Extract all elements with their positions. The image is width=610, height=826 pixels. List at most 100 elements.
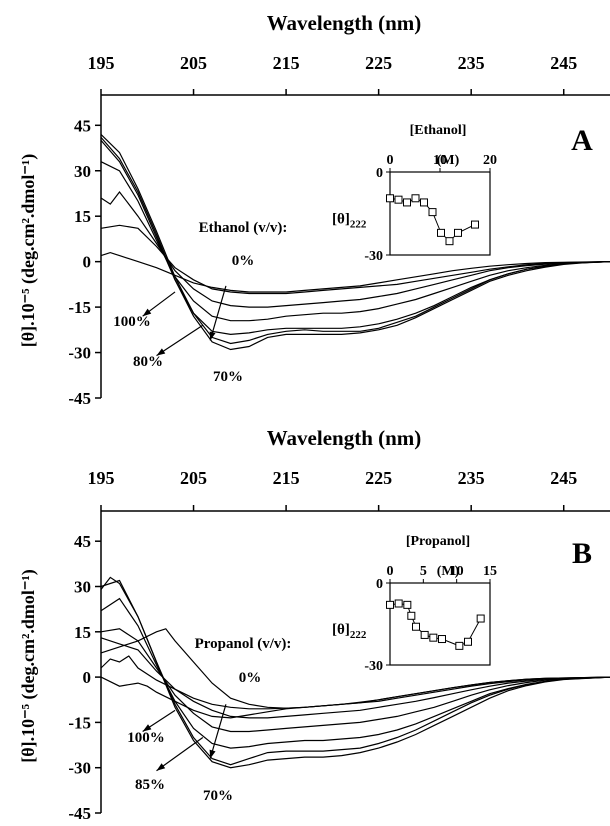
x-tick-label: 215	[273, 468, 300, 488]
arrowhead	[156, 763, 166, 771]
inset-marker	[454, 228, 462, 237]
y-tick-label: -30	[68, 344, 91, 363]
inset-marker	[420, 198, 428, 207]
x-tick-label: 195	[88, 53, 115, 73]
inset-x-tick-label: 10	[433, 153, 447, 168]
inset-x-label-1: [Propanol]	[406, 534, 470, 549]
inset-marker	[471, 220, 479, 229]
cd-curve-5	[100, 191, 610, 308]
annotation-arrow	[209, 285, 227, 341]
y-tick-label: -45	[68, 804, 91, 823]
inset-marker	[429, 633, 438, 642]
inset-x-label-2: (M)	[437, 564, 460, 579]
cd-curve-3	[100, 140, 610, 336]
inset-marker	[420, 630, 429, 639]
y-tick-label: -45	[68, 389, 91, 408]
inset-x-label-1: [Ethanol]	[410, 123, 467, 138]
annotation-arrow	[156, 737, 204, 772]
cd-curve-2	[100, 579, 610, 769]
x-tick-label: 205	[180, 53, 207, 73]
y-tick-label: 15	[74, 207, 91, 226]
y-tick-label: 15	[74, 623, 91, 642]
inset-x-tick-label: 0	[387, 153, 394, 168]
inset-y-label: [θ]222	[332, 622, 367, 641]
cd-curve-1	[100, 576, 610, 766]
arrowhead	[142, 724, 152, 732]
x-tick-label: 205	[180, 468, 207, 488]
inset-marker	[476, 614, 485, 623]
cd-curve-8	[100, 628, 610, 709]
inset-frame	[389, 582, 491, 666]
x-axis-title: Wavelength (nm)	[267, 426, 422, 450]
inset-y-tick-label: 0	[376, 577, 383, 592]
x-tick-label: 225	[365, 53, 392, 73]
inset-marker	[407, 611, 416, 620]
annotation-label: 70%	[213, 369, 243, 385]
inset-y-tick-label: 0	[376, 166, 383, 181]
x-tick-label: 235	[458, 468, 485, 488]
y-tick-label: 45	[74, 532, 91, 551]
annotation-arrow	[156, 324, 204, 357]
inset-marker	[455, 641, 464, 650]
cd-curve-2	[100, 137, 610, 351]
y-tick-label: 30	[74, 162, 91, 181]
y-tick-label: -30	[68, 759, 91, 778]
inset-x-label-2: (M)	[437, 153, 460, 168]
cd-curve-6	[100, 655, 610, 710]
arrowhead	[209, 749, 216, 759]
inset-marker	[412, 622, 420, 631]
y-tick-label: -15	[68, 298, 91, 317]
annotation-label: 100%	[127, 730, 165, 746]
inset-marker	[386, 600, 394, 609]
inset-marker	[437, 228, 445, 237]
cd-curve-5	[100, 637, 610, 719]
inset-marker	[394, 599, 403, 608]
inset-line	[389, 197, 476, 242]
inset-marker	[386, 194, 394, 203]
legend-title: Ethanol (v/v):	[199, 220, 288, 236]
inset-x-tick-label: 15	[483, 564, 497, 579]
inset-marker	[438, 635, 446, 644]
y-tick-label: -15	[68, 713, 91, 732]
annotation-label: 100%	[113, 314, 151, 330]
annotation-label: 0%	[232, 253, 255, 269]
cd-curve-4	[100, 161, 610, 322]
x-tick-label: 195	[88, 468, 115, 488]
y-axis-title: [θ].10⁻⁵ (deg.cm².dmol⁻¹)	[18, 154, 39, 348]
inset-x-tick-label: 10	[450, 564, 464, 579]
inset-marker	[403, 600, 412, 609]
y-tick-label: 0	[83, 253, 92, 272]
x-tick-label: 245	[550, 468, 577, 488]
inset-marker	[394, 195, 403, 204]
cd-curve-4	[100, 628, 610, 733]
annotation-label: 85%	[135, 777, 165, 793]
panel-letter: A	[571, 124, 593, 157]
inset-x-tick-label: 0	[387, 564, 394, 579]
annotation-label: 0%	[239, 670, 262, 686]
panel-a: Wavelength (nm) 195 205 215 225 235 245 45 30 15 0…	[18, 11, 610, 408]
inset-marker	[403, 198, 411, 207]
arrowhead	[142, 308, 152, 317]
inset-x-tick-label: 5	[420, 564, 427, 579]
inset-marker	[428, 208, 437, 217]
inset-marker	[445, 237, 454, 246]
annotation-label: 70%	[203, 788, 233, 804]
annotation-label: 80%	[133, 354, 163, 370]
inset-marker	[464, 637, 472, 646]
arrowhead	[209, 331, 216, 341]
legend-title: Propanol (v/v):	[195, 636, 292, 652]
inset-y-tick-label: -30	[364, 249, 383, 264]
panel-b: Wavelength (nm) 195 205 215 225 235 245 45 30 15 0…	[18, 426, 610, 823]
cd-curve-7	[100, 251, 610, 293]
x-tick-label: 245	[550, 53, 577, 73]
cd-curve-6	[100, 224, 610, 295]
x-axis-title: Wavelength (nm)	[267, 11, 422, 35]
cd-curve-3	[100, 597, 610, 749]
x-tick-label: 215	[273, 53, 300, 73]
y-tick-label: 0	[83, 668, 92, 687]
panel-letter: B	[572, 537, 592, 570]
y-tick-label: 45	[74, 116, 91, 135]
inset-x-tick-label: 20	[483, 153, 497, 168]
inset-y-tick-label: -30	[364, 659, 383, 674]
